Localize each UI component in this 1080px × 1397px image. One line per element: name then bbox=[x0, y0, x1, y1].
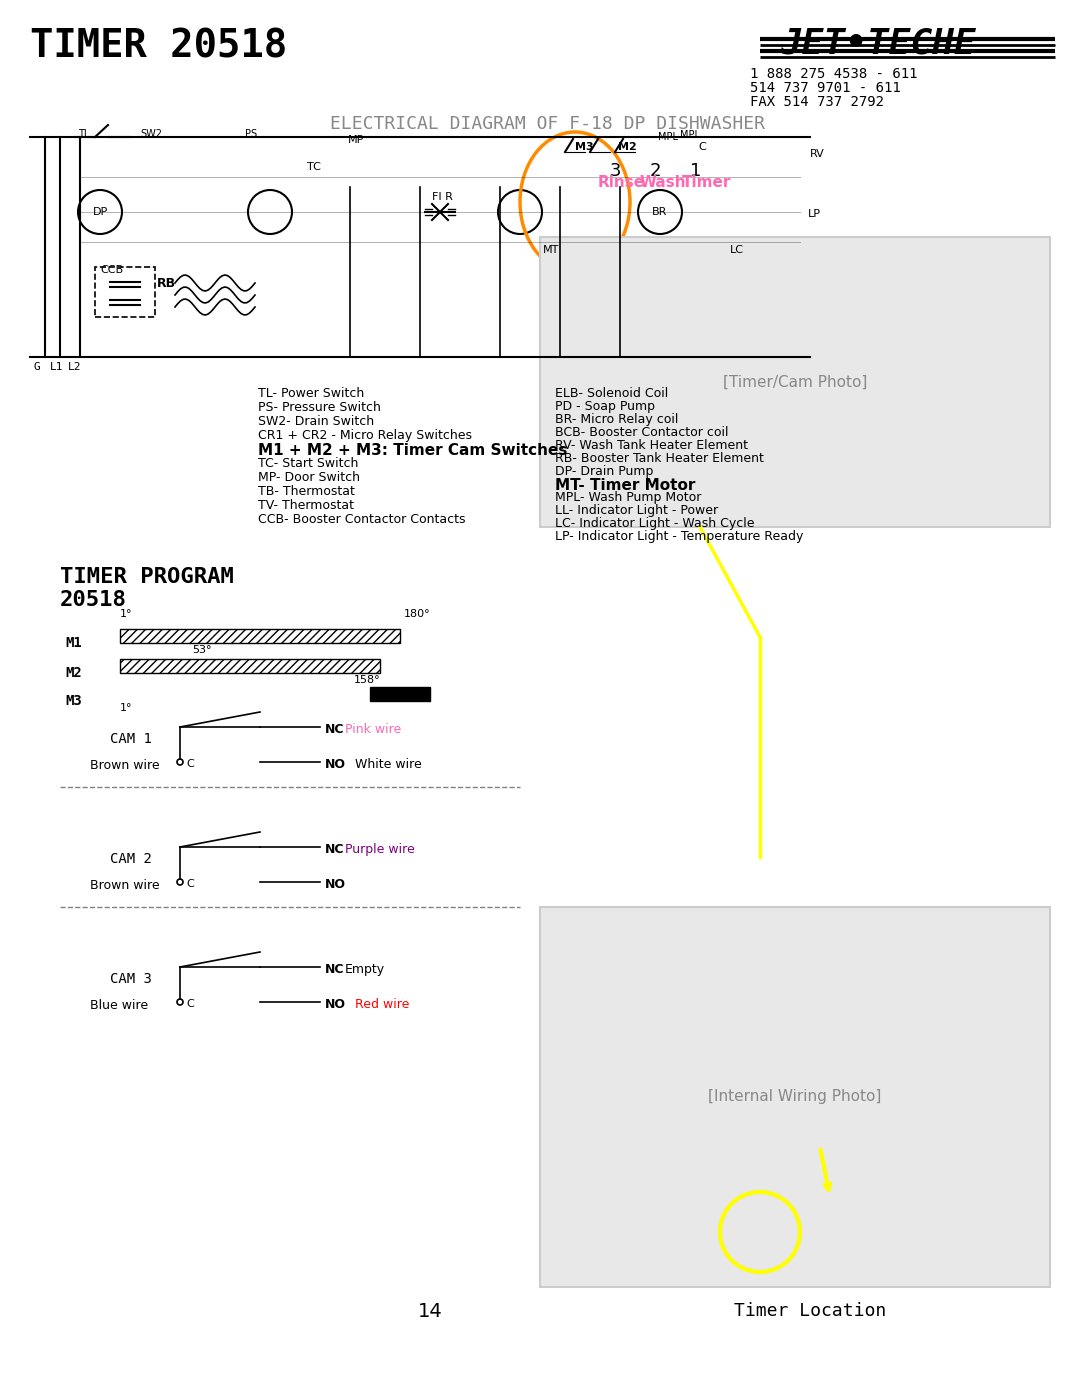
Text: CAM 3: CAM 3 bbox=[110, 972, 152, 986]
Text: CCB- Booster Contactor Contacts: CCB- Booster Contactor Contacts bbox=[258, 513, 465, 527]
Text: MT: MT bbox=[543, 244, 559, 256]
Text: ELB- Solenoid Coil: ELB- Solenoid Coil bbox=[555, 387, 669, 400]
Text: PS: PS bbox=[245, 129, 257, 138]
Text: 180°: 180° bbox=[403, 609, 430, 619]
Text: Timer: Timer bbox=[681, 175, 731, 190]
Text: LP- Indicator Light - Temperature Ready: LP- Indicator Light - Temperature Ready bbox=[555, 529, 804, 543]
Text: MP: MP bbox=[348, 136, 364, 145]
Text: 53°: 53° bbox=[192, 645, 212, 655]
Text: SW2- Drain Switch: SW2- Drain Switch bbox=[258, 415, 374, 427]
Text: L1: L1 bbox=[50, 362, 64, 372]
Text: 1 888 275 4538 - 611: 1 888 275 4538 - 611 bbox=[750, 67, 918, 81]
Text: C: C bbox=[186, 759, 193, 768]
Text: 1°: 1° bbox=[120, 609, 133, 619]
Text: [Internal Wiring Photo]: [Internal Wiring Photo] bbox=[708, 1090, 881, 1105]
Text: NC: NC bbox=[325, 963, 345, 977]
Text: L2: L2 bbox=[68, 362, 81, 372]
Text: TB- Thermostat: TB- Thermostat bbox=[258, 485, 355, 497]
Text: RB: RB bbox=[157, 277, 176, 291]
Text: LC- Indicator Light - Wash Cycle: LC- Indicator Light - Wash Cycle bbox=[555, 517, 755, 529]
Text: [Timer/Cam Photo]: [Timer/Cam Photo] bbox=[723, 374, 867, 390]
Text: CAM 1: CAM 1 bbox=[110, 732, 152, 746]
Text: RV: RV bbox=[810, 149, 825, 159]
Text: NC: NC bbox=[325, 724, 345, 736]
Text: G: G bbox=[33, 362, 40, 372]
Bar bbox=[540, 907, 1050, 1287]
Bar bbox=[120, 629, 400, 643]
Text: M3: M3 bbox=[575, 142, 594, 152]
Text: MPL- Wash Pump Motor: MPL- Wash Pump Motor bbox=[555, 490, 701, 504]
Text: MPL: MPL bbox=[680, 130, 700, 140]
Text: Timer Location: Timer Location bbox=[734, 1302, 886, 1320]
Bar bbox=[120, 659, 380, 673]
Text: PD - Soap Pump: PD - Soap Pump bbox=[555, 400, 654, 414]
Bar bbox=[95, 267, 156, 317]
Text: 158°: 158° bbox=[353, 675, 380, 685]
Text: SW2: SW2 bbox=[140, 129, 162, 138]
Text: NO: NO bbox=[325, 877, 346, 891]
Text: Purple wire: Purple wire bbox=[345, 842, 415, 856]
Text: CCB: CCB bbox=[100, 265, 123, 275]
Text: TL- Power Switch: TL- Power Switch bbox=[258, 387, 364, 400]
Text: Wash: Wash bbox=[640, 175, 687, 190]
Text: TC: TC bbox=[307, 162, 321, 172]
Text: ELECTRICAL DIAGRAM OF F-18 DP DISHWASHER: ELECTRICAL DIAGRAM OF F-18 DP DISHWASHER bbox=[330, 115, 765, 133]
Text: 514 737 9701 - 611: 514 737 9701 - 611 bbox=[750, 81, 901, 95]
Text: CAM 2: CAM 2 bbox=[110, 852, 152, 866]
Text: NO: NO bbox=[325, 997, 346, 1011]
Text: NO: NO bbox=[325, 759, 346, 771]
Text: TV- Thermostat: TV- Thermostat bbox=[258, 499, 354, 511]
Text: BR- Micro Relay coil: BR- Micro Relay coil bbox=[555, 414, 678, 426]
Bar bbox=[370, 687, 430, 701]
Text: FI R: FI R bbox=[432, 191, 453, 203]
Text: White wire: White wire bbox=[355, 759, 422, 771]
Text: DP- Drain Pump: DP- Drain Pump bbox=[555, 465, 653, 478]
Text: MPL: MPL bbox=[658, 131, 678, 142]
Text: LL- Indicator Light - Power: LL- Indicator Light - Power bbox=[555, 504, 718, 517]
Text: Brown wire: Brown wire bbox=[90, 879, 160, 893]
Text: TL: TL bbox=[78, 129, 90, 138]
Text: M2: M2 bbox=[65, 666, 82, 680]
Text: M3: M3 bbox=[65, 694, 82, 708]
Text: M2: M2 bbox=[618, 142, 637, 152]
Text: RV- Wash Tank Heater Element: RV- Wash Tank Heater Element bbox=[555, 439, 748, 453]
Text: Brown wire: Brown wire bbox=[90, 759, 160, 773]
Text: PS- Pressure Switch: PS- Pressure Switch bbox=[258, 401, 381, 414]
Text: 2: 2 bbox=[650, 162, 661, 180]
Bar bbox=[540, 237, 1050, 527]
Text: DP: DP bbox=[93, 207, 108, 217]
Text: Red wire: Red wire bbox=[355, 997, 409, 1011]
Text: 1: 1 bbox=[690, 162, 701, 180]
Text: LC: LC bbox=[730, 244, 744, 256]
Text: Empty: Empty bbox=[345, 963, 386, 977]
Text: 14: 14 bbox=[418, 1302, 443, 1322]
Text: RB- Booster Tank Heater Element: RB- Booster Tank Heater Element bbox=[555, 453, 764, 465]
Text: MP- Door Switch: MP- Door Switch bbox=[258, 471, 360, 483]
Text: TIMER 20518: TIMER 20518 bbox=[30, 27, 287, 66]
Text: C: C bbox=[186, 999, 193, 1009]
Text: Blue wire: Blue wire bbox=[90, 999, 148, 1011]
Text: Rinse: Rinse bbox=[598, 175, 645, 190]
Text: C: C bbox=[698, 142, 705, 152]
Text: FAX 514 737 2792: FAX 514 737 2792 bbox=[750, 95, 885, 109]
Text: M1 + M2 + M3: Timer Cam Switches: M1 + M2 + M3: Timer Cam Switches bbox=[258, 443, 567, 458]
Text: TC- Start Switch: TC- Start Switch bbox=[258, 457, 359, 469]
Text: 3: 3 bbox=[610, 162, 621, 180]
Text: BCB- Booster Contactor coil: BCB- Booster Contactor coil bbox=[555, 426, 729, 439]
Text: NC: NC bbox=[325, 842, 345, 856]
Text: LP: LP bbox=[808, 210, 821, 219]
Text: MT- Timer Motor: MT- Timer Motor bbox=[555, 478, 696, 493]
Text: M1: M1 bbox=[65, 636, 82, 650]
Text: BR: BR bbox=[652, 207, 667, 217]
Text: TIMER PROGRAM
20518: TIMER PROGRAM 20518 bbox=[60, 567, 234, 610]
Text: C: C bbox=[186, 879, 193, 888]
Text: JET•TECHE: JET•TECHE bbox=[780, 27, 975, 61]
Text: CR1 + CR2 - Micro Relay Switches: CR1 + CR2 - Micro Relay Switches bbox=[258, 429, 472, 441]
Text: 1°: 1° bbox=[120, 703, 133, 712]
Text: Pink wire: Pink wire bbox=[345, 724, 402, 736]
